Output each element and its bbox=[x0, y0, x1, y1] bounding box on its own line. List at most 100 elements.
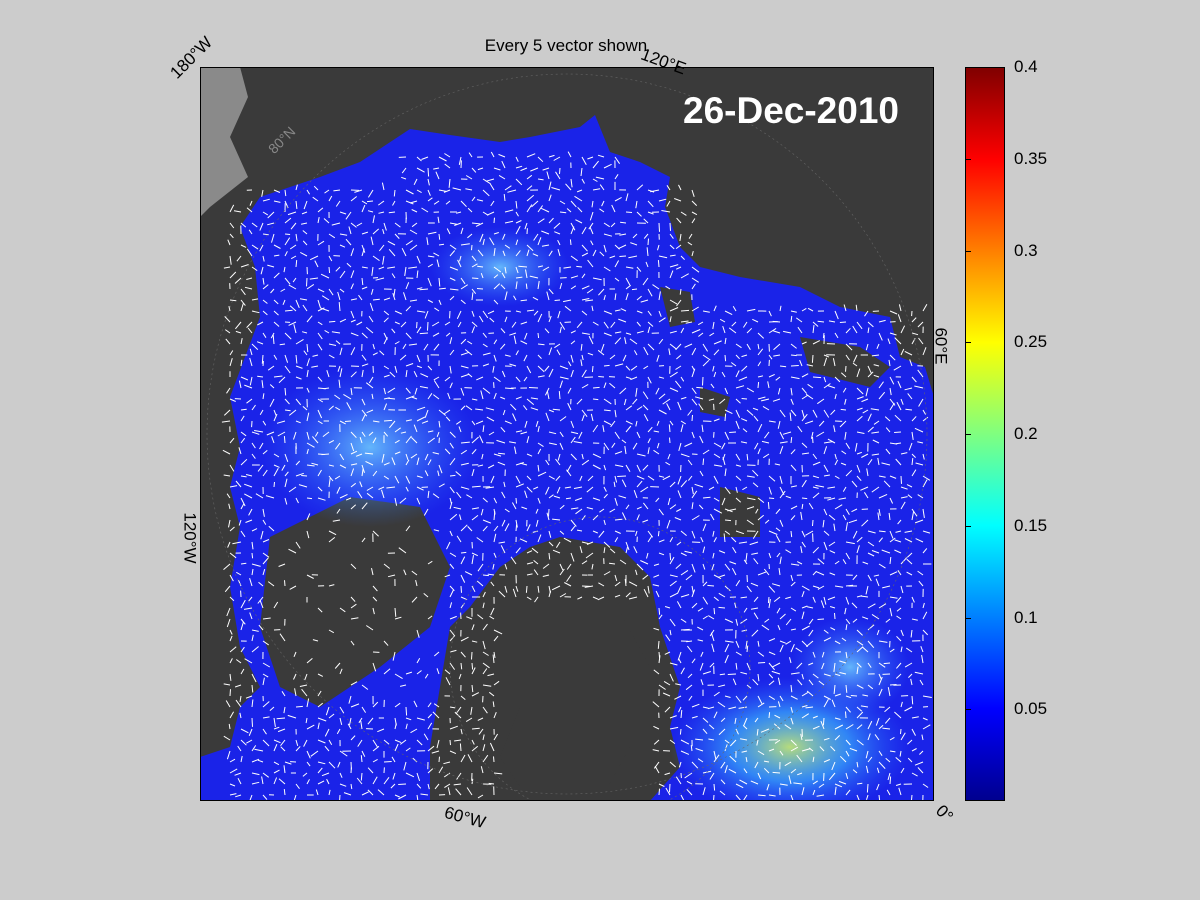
drift-vector bbox=[416, 475, 423, 479]
drift-vector bbox=[735, 354, 740, 360]
drift-vector bbox=[625, 332, 632, 335]
drift-vector bbox=[632, 398, 638, 405]
drift-vector bbox=[405, 282, 410, 290]
drift-vector bbox=[790, 717, 794, 725]
drift-vector bbox=[486, 211, 495, 216]
drift-vector bbox=[423, 733, 429, 741]
drift-vector bbox=[675, 776, 682, 785]
drift-vector bbox=[287, 211, 297, 216]
drift-vector bbox=[636, 464, 641, 473]
drift-vector bbox=[273, 726, 280, 730]
drift-vector bbox=[592, 514, 599, 521]
drift-vector bbox=[635, 530, 638, 536]
drift-vector bbox=[350, 603, 357, 609]
drift-vector bbox=[822, 332, 825, 339]
drift-vector bbox=[586, 288, 594, 294]
drift-vector bbox=[262, 519, 267, 525]
drift-vector bbox=[790, 695, 798, 700]
drift-vector bbox=[482, 662, 490, 669]
drift-vector bbox=[240, 437, 246, 444]
drift-vector bbox=[860, 486, 869, 491]
drift-vector bbox=[413, 370, 418, 378]
drift-vector bbox=[548, 250, 553, 257]
drift-vector bbox=[336, 486, 341, 494]
drift-vector bbox=[405, 240, 413, 246]
drift-vector bbox=[229, 485, 238, 488]
drift-vector bbox=[757, 640, 760, 647]
drift-vector bbox=[873, 420, 880, 425]
drift-vector bbox=[721, 442, 726, 450]
drift-vector bbox=[856, 396, 864, 400]
drift-vector bbox=[816, 794, 825, 797]
drift-vector bbox=[449, 615, 457, 620]
drift-vector bbox=[471, 640, 478, 643]
drift-vector bbox=[364, 452, 374, 455]
drift-vector bbox=[790, 794, 794, 801]
drift-vector bbox=[350, 703, 360, 708]
drift-vector bbox=[482, 352, 491, 356]
drift-vector bbox=[603, 294, 606, 301]
drift-vector bbox=[713, 305, 717, 312]
drift-vector bbox=[534, 596, 539, 603]
drift-vector bbox=[228, 723, 231, 730]
drift-vector bbox=[777, 387, 781, 395]
drift-vector bbox=[839, 321, 847, 323]
drift-vector bbox=[603, 382, 607, 389]
drift-vector bbox=[449, 552, 457, 558]
drift-vector bbox=[449, 486, 455, 494]
drift-vector bbox=[284, 217, 292, 224]
drift-vector bbox=[609, 354, 616, 360]
drift-vector bbox=[732, 678, 737, 686]
drift-vector bbox=[909, 359, 913, 367]
drift-vector bbox=[361, 409, 368, 417]
drift-vector bbox=[460, 574, 466, 583]
colorbar-tick bbox=[965, 709, 971, 711]
drift-vector bbox=[427, 178, 430, 186]
drift-vector bbox=[280, 746, 286, 752]
drift-vector bbox=[262, 299, 268, 304]
drift-vector bbox=[259, 442, 264, 450]
drift-vector bbox=[467, 373, 473, 378]
drift-vector bbox=[842, 559, 847, 565]
drift-vector bbox=[382, 228, 385, 235]
drift-vector bbox=[599, 508, 605, 513]
drift-vector bbox=[823, 737, 830, 741]
drift-vector bbox=[485, 486, 495, 489]
drift-vector bbox=[401, 176, 407, 180]
drift-vector bbox=[542, 574, 550, 577]
drift-vector bbox=[664, 606, 671, 609]
drift-vector bbox=[812, 461, 821, 466]
drift-vector bbox=[724, 519, 732, 522]
drift-vector bbox=[490, 200, 495, 207]
drift-vector bbox=[757, 673, 760, 682]
drift-vector bbox=[657, 260, 660, 268]
drift-vector bbox=[878, 563, 886, 569]
drift-vector bbox=[570, 178, 573, 188]
drift-vector bbox=[592, 424, 599, 433]
drift-vector bbox=[767, 596, 770, 604]
drift-vector bbox=[878, 537, 883, 543]
drift-vector bbox=[895, 458, 902, 466]
drift-vector bbox=[537, 471, 547, 477]
drift-vector bbox=[691, 218, 696, 224]
drift-vector bbox=[878, 475, 886, 478]
drift-vector bbox=[295, 338, 304, 345]
drift-vector bbox=[354, 189, 363, 193]
drift-vector bbox=[381, 489, 385, 499]
drift-vector bbox=[728, 327, 737, 334]
drift-vector bbox=[566, 574, 572, 582]
drift-vector bbox=[895, 596, 902, 603]
drift-vector bbox=[445, 416, 451, 422]
drift-vector bbox=[895, 442, 902, 445]
drift-vector bbox=[411, 570, 418, 576]
drift-vector bbox=[416, 717, 425, 721]
drift-vector bbox=[691, 250, 694, 257]
drift-vector bbox=[834, 459, 839, 466]
drift-vector bbox=[709, 332, 715, 337]
drift-vector bbox=[647, 447, 650, 455]
drift-vector bbox=[372, 776, 378, 785]
drift-vector bbox=[643, 365, 649, 370]
drift-vector bbox=[852, 769, 858, 774]
drift-vector bbox=[889, 354, 896, 361]
drift-vector bbox=[498, 452, 506, 455]
